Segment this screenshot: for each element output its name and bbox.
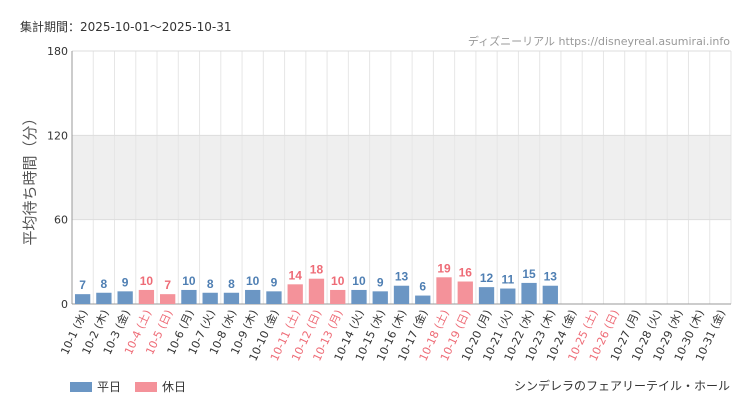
bar — [287, 284, 303, 304]
value-label: 13 — [544, 270, 558, 284]
legend-holiday-label: 休日 — [162, 380, 187, 394]
value-label: 7 — [79, 278, 86, 292]
bar — [223, 292, 240, 304]
bar — [500, 288, 516, 304]
weekday-swatch — [70, 381, 92, 392]
value-label: 19 — [437, 261, 451, 275]
value-label: 10 — [182, 274, 196, 288]
value-label: 9 — [377, 275, 384, 289]
bar — [330, 289, 346, 304]
value-label: 10 — [246, 274, 260, 288]
value-label: 15 — [522, 267, 536, 281]
bar — [181, 289, 197, 304]
value-label: 8 — [101, 277, 108, 291]
bar — [245, 289, 261, 304]
source-label: ディズニーリアル https://disneyreal.asumirai.inf… — [467, 35, 730, 48]
legend: 平日 休日 — [70, 378, 186, 395]
y-tick-label: 60 — [54, 214, 68, 227]
y-tick-label: 180 — [47, 45, 68, 58]
y-tick-label: 0 — [61, 298, 68, 311]
y-axis-label: 平均待ち時間（分） — [21, 110, 39, 245]
value-label: 16 — [459, 266, 473, 280]
shaded-band — [72, 135, 731, 220]
bar — [266, 291, 282, 304]
bar — [160, 294, 176, 304]
holiday-swatch — [135, 381, 158, 392]
x-tick-labels: 10-1 (水)10-2 (木)10-3 (金)10-4 (土)10-5 (日)… — [58, 307, 728, 363]
value-label: 14 — [289, 268, 303, 282]
bar — [96, 292, 112, 304]
bar — [74, 294, 91, 304]
bar — [308, 278, 325, 304]
value-label: 9 — [271, 275, 278, 289]
bar — [117, 291, 133, 304]
y-tick-labels: 0 60 120 180 — [47, 45, 68, 311]
value-label: 6 — [419, 280, 426, 294]
bar — [457, 281, 473, 304]
bar — [542, 285, 558, 304]
legend-weekday: 平日 — [70, 378, 121, 395]
bar — [521, 282, 537, 304]
value-label: 12 — [480, 271, 494, 285]
value-label: 10 — [140, 274, 154, 288]
bar — [415, 295, 431, 304]
legend-weekday-label: 平日 — [97, 380, 122, 394]
value-label: 13 — [395, 270, 409, 284]
value-label: 10 — [352, 274, 366, 288]
bar — [436, 277, 452, 304]
bar — [351, 289, 367, 304]
grid — [71, 50, 732, 305]
bar — [478, 287, 495, 304]
value-label: 9 — [122, 275, 129, 289]
value-label: 18 — [310, 263, 324, 277]
value-label: 11 — [501, 273, 514, 287]
bar — [202, 292, 218, 304]
value-label: 8 — [207, 277, 214, 291]
legend-holiday: 休日 — [135, 378, 186, 395]
bar — [372, 291, 388, 304]
facility-name: シンデレラのフェアリーテイル・ホール — [513, 379, 730, 393]
bar — [138, 289, 155, 304]
bar — [393, 285, 410, 304]
value-label: 8 — [228, 277, 235, 291]
value-label: 7 — [164, 278, 171, 292]
bars — [74, 277, 558, 304]
period-label: 集計期間：2025-10-01～2025-10-31 — [20, 20, 232, 34]
y-tick-label: 120 — [47, 129, 68, 142]
value-label: 10 — [331, 274, 345, 288]
